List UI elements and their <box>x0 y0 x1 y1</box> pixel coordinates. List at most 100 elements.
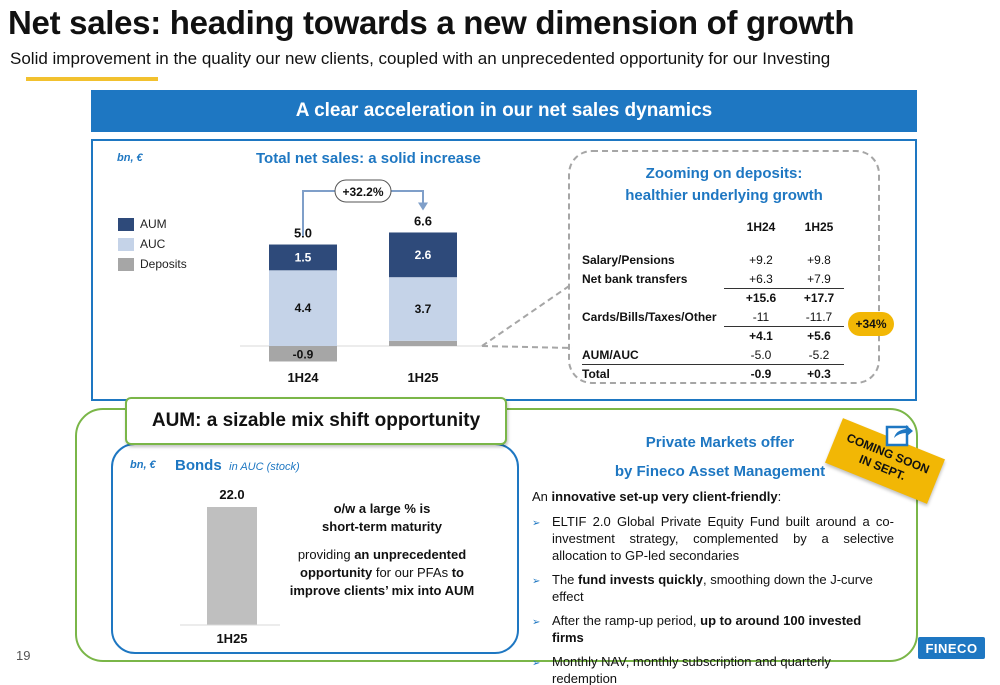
bar-deposits-1h25 <box>389 340 457 346</box>
row-value: -5.2 <box>808 347 830 362</box>
page-title: Net sales: heading towards a new dimensi… <box>8 4 855 41</box>
table-row: AUM/AUC -5.0 -5.2 <box>582 345 844 364</box>
bullet-text: The fund invests quickly, smoothing down… <box>552 571 894 605</box>
legend-swatch-aum <box>118 217 134 231</box>
legend-swatch-deposits <box>118 257 134 271</box>
bonds-chart: 22.0 1H25 <box>180 487 280 646</box>
row-label-total: Total <box>582 367 610 381</box>
private-markets-list: An innovative set-up very client-friendl… <box>532 488 894 685</box>
bonds-unit: bn, € <box>130 459 156 471</box>
private-markets-title: Private Markets offer by Fineco Asset Ma… <box>560 428 880 486</box>
share-icon <box>885 425 913 447</box>
data-label: 4.4 <box>295 301 312 315</box>
text-part: for our PFAs <box>372 565 452 580</box>
list-item: ➢ The fund invests quickly, smoothing do… <box>532 571 894 605</box>
growth-arrow-head <box>418 202 428 211</box>
zoom-title: Zooming on deposits: healthier underlyin… <box>590 163 858 207</box>
arrow-bullet-icon: ➢ <box>532 576 541 587</box>
bonds-note: o/w a large % is short-term maturity pro… <box>282 500 482 600</box>
row-value: +0.3 <box>807 367 831 381</box>
growth-badge <box>334 179 392 203</box>
zoom-connector-lower <box>481 345 573 349</box>
data-label: 1.5 <box>295 250 312 264</box>
total-label: 6.6 <box>414 213 432 228</box>
list-item: ➢ ELTIF 2.0 Global Private Equity Fund b… <box>532 513 894 564</box>
row-value: +7.9 <box>807 271 831 286</box>
growth-label: +32.2% <box>342 185 383 199</box>
zoom-title-line1: Zooming on deposits: <box>645 165 803 182</box>
row-value: +6.3 <box>749 271 773 286</box>
table-row: Cards/Bills/Taxes/Other -11 -11.7 <box>582 307 844 326</box>
legend-swatch-auc <box>118 237 134 251</box>
row-value: -11 <box>752 309 770 324</box>
legend-label-aum: AUM <box>140 217 167 231</box>
category-label: 1H25 <box>216 631 247 646</box>
aum-heading: AUM: a sizable mix shift opportunity <box>151 410 481 431</box>
row-value: -0.9 <box>750 367 772 381</box>
bonds-note-line1: o/w a large % is <box>333 501 431 516</box>
row-value: +5.6 <box>807 329 831 343</box>
chart-legend: AUM AUC Deposits <box>118 214 187 274</box>
row-label-salary: Salary/Pensions <box>582 252 675 267</box>
zoom-connector-upper <box>481 283 573 347</box>
fineco-logo: FINECO <box>918 637 985 659</box>
net-sales-chart-title: Total net sales: a solid increase <box>256 150 481 167</box>
data-label: -0.9 <box>293 348 314 362</box>
arrow-bullet-icon: ➢ <box>532 617 541 628</box>
text-part: The <box>552 572 579 587</box>
deposits-table: 1H24 1H25 Salary/Pensions +9.2 +9.8 Net … <box>582 216 844 383</box>
table-header-row: 1H24 1H25 <box>582 216 844 238</box>
zoom-connector <box>481 283 573 349</box>
page-subtitle: Solid improvement in the quality our new… <box>10 49 831 68</box>
zoom-title-line2: healthier underlying growth <box>625 187 823 204</box>
bar-auc-1h25 <box>389 277 457 341</box>
section-banner: A clear acceleration in our net sales dy… <box>91 90 917 132</box>
arrow-bullet-icon: ➢ <box>532 658 541 669</box>
arrow-bullet-icon: ➢ <box>532 518 541 529</box>
category-label: 1H25 <box>407 370 438 385</box>
row-value: +17.7 <box>803 291 835 305</box>
bar-deposits-1h24 <box>269 346 337 362</box>
category-label: 1H24 <box>287 370 319 385</box>
table-row: Net bank transfers +6.3 +7.9 <box>582 269 844 288</box>
section-banner-text: A clear acceleration in our net sales dy… <box>295 100 713 121</box>
data-label: 2.6 <box>415 248 432 262</box>
deposits-zoom-box <box>568 150 880 384</box>
title-underline <box>26 77 158 81</box>
legend-label-auc: AUC <box>140 237 166 251</box>
text-part: An <box>532 489 552 504</box>
text-part-bold: an unprecedented opportunity <box>300 547 467 580</box>
bar-aum-1h24 <box>269 244 337 271</box>
text-part-bold: to improve clients’ mix into AUM <box>289 565 475 598</box>
row-value: +9.2 <box>749 252 773 267</box>
page-number: 19 <box>16 648 31 663</box>
text-part: , smoothing down the J-curve effect <box>552 572 873 604</box>
bonds-title-row: Bonds in AUC (stock) <box>175 457 300 475</box>
data-label: 22.0 <box>219 487 244 502</box>
bar-auc-1h24 <box>269 270 337 346</box>
pm-title-line2: by Fineco Asset Management <box>614 463 826 480</box>
row-value: +4.1 <box>749 329 773 343</box>
row-label-cards: Cards/Bills/Taxes/Other <box>582 309 717 324</box>
table-header-1h25: 1H25 <box>804 220 834 234</box>
list-item: ➢ Monthly NAV, monthly subscription and … <box>532 653 894 685</box>
pm-title-line1: Private Markets offer <box>645 434 795 451</box>
data-label: 3.7 <box>415 302 432 316</box>
text-part: : <box>777 489 782 504</box>
row-value: -11.7 <box>805 309 833 324</box>
table-header-1h24: 1H24 <box>746 220 776 234</box>
bonds-note-line2: short-term maturity <box>322 519 442 534</box>
text-part-bold: innovative set-up very client-friendly <box>551 489 778 504</box>
row-value: +9.8 <box>807 252 831 267</box>
bullet-text: After the ramp-up period, up to around 1… <box>552 612 894 646</box>
row-label-transfers: Net bank transfers <box>582 271 688 286</box>
bonds-title: Bonds <box>175 457 222 474</box>
table-row-total: Total -0.9 +0.3 <box>582 364 844 383</box>
pm-intro: An innovative set-up very client-friendl… <box>532 488 894 505</box>
bullet-text: Monthly NAV, monthly subscription and qu… <box>552 654 831 685</box>
aum-heading-box: AUM: a sizable mix shift opportunity <box>125 397 507 445</box>
text-part-bold: fund invests quickly <box>578 572 703 587</box>
growth-pill: +34% <box>848 312 894 336</box>
legend-label-deposits: Deposits <box>140 257 187 271</box>
